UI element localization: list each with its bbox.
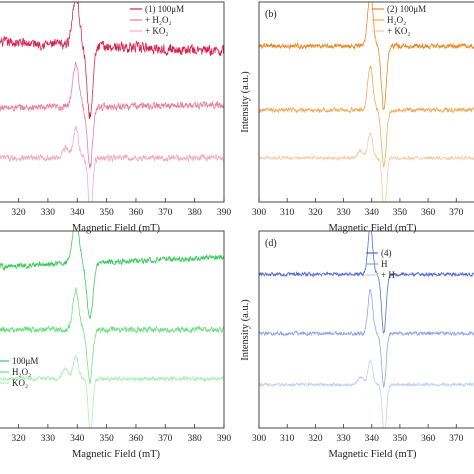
series-line (259, 65, 474, 168)
x-tick-label: 350 (99, 208, 114, 218)
series-line (0, 355, 224, 428)
x-tick-label: 390 (217, 208, 232, 218)
y-axis-title: Intensity (a.u.) (240, 299, 251, 361)
series-group (259, 2, 474, 202)
x-axis-title: Magnetic Field (mT) (328, 223, 417, 234)
x-tick-label: 320 (308, 208, 323, 218)
x-tick-label: 330 (41, 434, 56, 444)
x-tick-label: 360 (129, 208, 144, 218)
panel-letter: (d) (265, 238, 277, 249)
series-line (0, 286, 224, 384)
series-line (259, 289, 474, 389)
chart-panel: 300 310 320 330 340 350 360 370 Magnetic Field (… (240, 230, 474, 460)
x-tick-label: 370 (449, 208, 464, 218)
series-group (0, 2, 224, 202)
series-line (259, 2, 474, 111)
plot-frame (0, 1, 225, 203)
legend-entry: KO₂ (12, 378, 28, 388)
legend-entry: 100μM (12, 356, 38, 366)
x-tick-label: 300 (252, 208, 267, 218)
x-tick-label: 380 (188, 208, 203, 218)
x-axis-title: Magnetic Field (mT) (72, 449, 161, 460)
series-line (0, 231, 224, 320)
series-line (0, 2, 224, 120)
series-line (259, 358, 474, 428)
x-tick-label: 350 (393, 208, 408, 218)
x-tick-label: 350 (99, 434, 114, 444)
legend-entry: (1) 100μM (145, 4, 184, 14)
x-tick-label: 320 (11, 434, 26, 444)
x-tick-label: 320 (11, 208, 26, 218)
x-tick-label: 360 (421, 434, 436, 444)
chart-panel: 320 330 340 350 360 370 380 390 Magnetic Field (… (0, 1, 232, 234)
x-tick-label: 310 (280, 208, 295, 218)
plot-frame (258, 230, 474, 429)
x-tick-label: 390 (217, 434, 232, 444)
x-tick-label: 330 (336, 434, 351, 444)
x-tick-label: 380 (188, 434, 203, 444)
x-tick-label: 320 (308, 434, 323, 444)
x-tick-label: 340 (365, 208, 380, 218)
x-axis-title: Magnetic Field (mT) (328, 449, 417, 460)
series-line (259, 131, 474, 202)
legend-entry: (2) 100μM (387, 4, 426, 14)
x-tick-label: 310 (280, 434, 295, 444)
chart-panel: 320 330 340 350 360 370 380 390 Magnetic Field (… (0, 230, 232, 460)
legend-entry: H₂O₂ (12, 367, 31, 377)
legend-entry: (4) (381, 248, 392, 258)
x-tick-label: 360 (129, 434, 144, 444)
x-tick-label: 360 (421, 208, 436, 218)
x-tick-label: 370 (158, 208, 173, 218)
x-tick-label: 350 (393, 434, 408, 444)
legend-entry: + KO₂ (145, 26, 168, 36)
x-tick-label: 300 (252, 434, 267, 444)
x-axis-title: Magnetic Field (mT) (72, 223, 161, 234)
legend-entry: + H₂O₂ (145, 15, 172, 25)
x-tick-label: 340 (70, 434, 85, 444)
legend-entry: + H (381, 270, 395, 280)
series-group (0, 231, 224, 428)
series-line (0, 61, 224, 169)
legend-entry: H₂O₂ (387, 15, 406, 25)
x-tick-label: 340 (70, 208, 85, 218)
x-tick-label: 330 (41, 208, 56, 218)
chart-panel: 300 310 320 330 340 350 360 370 Magnetic Field (… (240, 1, 474, 234)
y-axis-title: Intensity (a.u.) (240, 71, 251, 133)
x-tick-label: 330 (336, 208, 351, 218)
panel-letter: (b) (265, 9, 277, 20)
series-group (259, 231, 474, 428)
x-tick-label: 370 (449, 434, 464, 444)
legend-entry: + KO₂ (387, 26, 410, 36)
plot-frame (0, 230, 225, 429)
series-line (0, 125, 224, 202)
plot-frame (258, 1, 474, 203)
x-tick-label: 340 (365, 434, 380, 444)
legend-entry: H (381, 259, 388, 269)
x-tick-label: 370 (158, 434, 173, 444)
series-line (259, 231, 474, 334)
